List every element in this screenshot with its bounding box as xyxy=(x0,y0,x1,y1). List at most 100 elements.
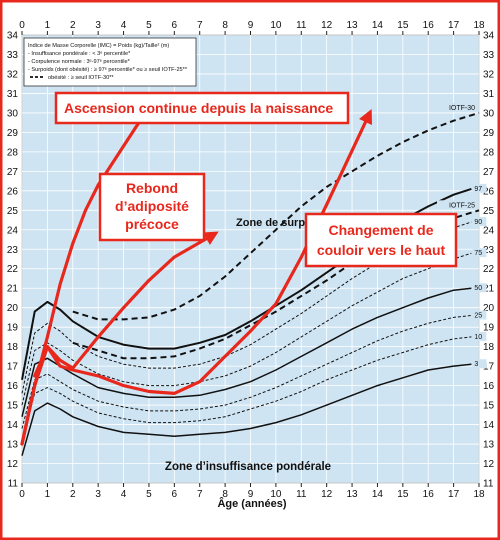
y-tick-label-right: 23 xyxy=(483,245,495,256)
series-label-bg xyxy=(472,359,487,369)
x-tick-label-bottom: 2 xyxy=(70,489,76,500)
y-tick-label-right: 30 xyxy=(483,108,495,119)
series-label-iotf-30: IOTF-30 xyxy=(449,105,475,112)
y-tick-label-right: 11 xyxy=(483,479,494,490)
y-tick-label-right: 12 xyxy=(483,459,495,470)
x-tick-label-top: 15 xyxy=(397,20,409,31)
y-tick-label-left: 26 xyxy=(7,186,19,197)
y-tick-label-right: 31 xyxy=(483,89,495,100)
x-tick-label-top: 14 xyxy=(372,20,384,31)
y-tick-label-left: 17 xyxy=(7,362,19,373)
x-tick-label-bottom: 15 xyxy=(397,489,409,500)
x-tick-label-bottom: 4 xyxy=(121,489,127,500)
callout-rebond-line-2: d’adiposité xyxy=(115,198,189,214)
x-tick-label-bottom: 13 xyxy=(346,489,358,500)
x-tick-label-top: 11 xyxy=(296,20,307,31)
y-tick-label-left: 12 xyxy=(7,459,19,470)
x-tick-label-bottom: 14 xyxy=(372,489,384,500)
x-tick-label-bottom: 16 xyxy=(423,489,435,500)
y-tick-label-left: 32 xyxy=(7,69,19,80)
y-tick-label-left: 29 xyxy=(7,128,19,139)
y-tick-label-right: 29 xyxy=(483,128,495,139)
series-label-bg xyxy=(472,183,487,193)
y-tick-label-left: 24 xyxy=(7,225,19,236)
y-tick-label-right: 16 xyxy=(483,381,495,392)
y-tick-label-right: 27 xyxy=(483,167,495,178)
y-tick-label-right: 22 xyxy=(483,264,495,275)
x-tick-label-top: 9 xyxy=(248,20,254,31)
y-tick-label-left: 20 xyxy=(7,303,19,314)
x-tick-label-bottom: 10 xyxy=(270,489,282,500)
y-tick-label-left: 18 xyxy=(7,342,19,353)
red-arrows xyxy=(20,101,373,446)
legend-line-2: - Insuffisance pondérale : < 3ᵉ percenti… xyxy=(28,51,131,57)
x-tick-label-top: 4 xyxy=(121,20,127,31)
y-tick-label-right: 17 xyxy=(483,362,495,373)
x-tick-label-top: 10 xyxy=(270,20,282,31)
x-tick-label-bottom: 12 xyxy=(321,489,333,500)
y-tick-label-left: 14 xyxy=(7,420,19,431)
y-tick-label-right: 26 xyxy=(483,186,495,197)
y-tick-label-left: 31 xyxy=(7,89,19,100)
y-tick-label-left: 11 xyxy=(8,479,19,490)
y-tick-label-right: 32 xyxy=(483,69,495,80)
callout-couloir-line-1: Changement de xyxy=(328,222,433,238)
callout-rebond-line-1: Rebond xyxy=(126,180,178,196)
y-tick-label-left: 19 xyxy=(7,323,19,334)
x-tick-label-bottom: 0 xyxy=(19,489,25,500)
legend-line-5: obésité : ≥ seuil IOTF-30** xyxy=(48,75,114,81)
x-tick-label-bottom: 18 xyxy=(473,489,485,500)
legend-line-4: - Surpoids (dont obésité) : ≥ 97ᵉ percen… xyxy=(28,67,188,73)
y-tick-label-left: 22 xyxy=(7,264,19,275)
series-label-3: 3 xyxy=(474,361,478,368)
y-tick-label-right: 33 xyxy=(483,50,495,61)
x-axis-label: Âge (années) xyxy=(217,497,286,510)
y-tick-label-right: 13 xyxy=(483,440,495,451)
x-tick-label-bottom: 11 xyxy=(296,489,307,500)
x-tick-label-top: 6 xyxy=(172,20,178,31)
legend-line-1: Indice de Masse Corporelle (IMC) = Poids… xyxy=(28,43,169,49)
series-label-bg xyxy=(472,310,487,320)
callout-couloir: Changement de couloir vers le haut xyxy=(304,212,458,268)
x-tick-label-top: 0 xyxy=(19,20,25,31)
series-line-25 xyxy=(21,315,472,429)
series-label-bg xyxy=(437,200,477,210)
y-tick-label-right: 25 xyxy=(483,206,495,217)
y-tick-label-right: 15 xyxy=(483,401,495,412)
x-tick-label-top: 16 xyxy=(423,20,435,31)
x-tick-label-top: 2 xyxy=(70,20,76,31)
x-tick-label-top: 13 xyxy=(346,20,358,31)
series-line-iotf-30 xyxy=(72,111,480,321)
y-tick-label-left: 13 xyxy=(7,440,19,451)
red-arrow-couloir xyxy=(20,108,373,446)
x-tick-label-top: 18 xyxy=(473,20,485,31)
x-tick-label-top: 1 xyxy=(45,20,51,31)
series-line-10 xyxy=(21,336,472,441)
series-label-bg xyxy=(472,248,487,258)
y-tick-labels-right: 11 12 13 14 15 16 17 18 19 20 21 22 23 24 25 26 27 28 29 30… xyxy=(483,31,495,490)
zone-insuffisance-label: Zone d’insuffisance pondérale xyxy=(165,461,331,473)
y-tick-label-left: 30 xyxy=(7,108,19,119)
series-label-90: 90 xyxy=(474,219,482,226)
callout-rebond-line-3: précoce xyxy=(125,216,179,232)
y-tick-label-right: 18 xyxy=(483,342,495,353)
x-tick-label-bottom: 7 xyxy=(197,489,203,500)
y-tick-label-left: 15 xyxy=(7,401,19,412)
x-tick-label-top: 8 xyxy=(222,20,228,31)
x-tick-label-top: 7 xyxy=(197,20,203,31)
series-label-bg xyxy=(437,102,477,112)
x-tick-label-bottom: 1 xyxy=(45,489,51,500)
x-tick-label-top: 5 xyxy=(146,20,152,31)
series-label-10: 10 xyxy=(474,334,482,341)
series-label-bg xyxy=(472,331,487,341)
x-tick-label-bottom: 17 xyxy=(448,489,460,500)
x-tick-label-bottom: 9 xyxy=(248,489,254,500)
x-tick-labels: 0011223344556677889910101111121213131414… xyxy=(19,20,485,500)
y-tick-label-right: 24 xyxy=(483,225,495,236)
y-tick-label-right: 34 xyxy=(483,31,495,42)
y-tick-label-left: 23 xyxy=(7,245,19,256)
y-tick-label-left: 28 xyxy=(7,147,19,158)
series-label-25: 25 xyxy=(474,312,482,319)
y-tick-label-right: 21 xyxy=(483,284,495,295)
